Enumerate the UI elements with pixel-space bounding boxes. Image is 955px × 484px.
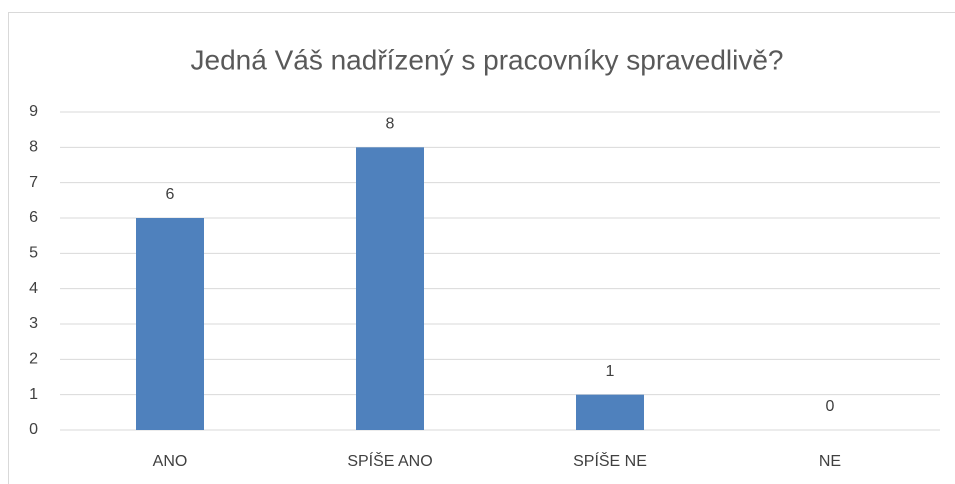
x-tick-label: SPÍŠE ANO xyxy=(347,451,432,470)
bar xyxy=(136,218,204,430)
y-tick-label: 5 xyxy=(29,245,38,262)
data-label: 6 xyxy=(166,186,175,203)
data-label: 8 xyxy=(386,116,395,133)
chart-title: Jedná Váš nadřízený s pracovníky spraved… xyxy=(191,44,784,75)
x-tick-label: NE xyxy=(819,453,841,470)
y-tick-label: 7 xyxy=(29,174,38,191)
y-tick-label: 2 xyxy=(29,351,38,368)
y-tick-label: 9 xyxy=(29,103,38,120)
x-tick-label: ANO xyxy=(153,453,188,470)
bar xyxy=(576,394,644,430)
x-tick-label: SPÍŠE NE xyxy=(573,451,647,470)
bar xyxy=(356,147,424,431)
y-tick-label: 8 xyxy=(29,139,38,156)
y-tick-label: 3 xyxy=(29,315,38,332)
y-tick-label: 6 xyxy=(29,209,38,226)
y-tick-label: 0 xyxy=(29,421,38,438)
y-tick-label: 1 xyxy=(29,386,38,403)
y-tick-label: 4 xyxy=(29,280,38,297)
data-label: 0 xyxy=(826,398,835,415)
data-label: 1 xyxy=(606,363,615,380)
